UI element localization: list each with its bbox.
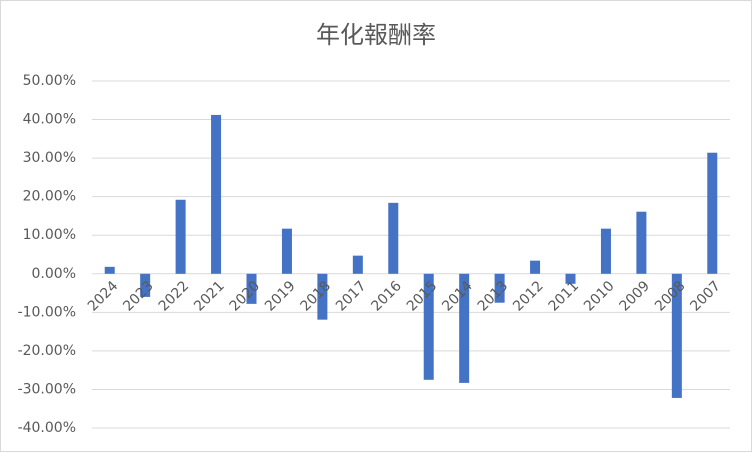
- bar: [423, 273, 434, 380]
- bar: [175, 199, 186, 274]
- bar: [388, 202, 399, 274]
- bar: [281, 228, 292, 274]
- bar: [140, 273, 151, 297]
- bar: [246, 273, 257, 304]
- bar: [494, 273, 505, 303]
- chart-title: 年化報酬率: [316, 21, 436, 49]
- bar: [530, 260, 541, 274]
- y-tick-label: -30.00%: [18, 381, 76, 397]
- bar: [459, 273, 470, 383]
- bar: [671, 273, 682, 398]
- bar: [636, 211, 647, 274]
- y-tick-label: -40.00%: [18, 420, 76, 436]
- y-tick-label: 40.00%: [23, 112, 76, 128]
- y-tick-label: -10.00%: [18, 304, 76, 320]
- bar: [104, 266, 115, 274]
- bar: [600, 228, 611, 274]
- y-tick-label: 0.00%: [32, 266, 76, 282]
- y-tick-label: 20.00%: [23, 189, 76, 205]
- bar: [317, 273, 328, 320]
- bar: [707, 152, 718, 274]
- y-tick-label: 10.00%: [23, 227, 76, 243]
- y-tick-label: 50.00%: [23, 73, 76, 89]
- bar: [211, 114, 222, 274]
- bar: [352, 255, 363, 274]
- y-tick-label: -20.00%: [18, 343, 76, 359]
- bar: [565, 273, 576, 284]
- y-tick-label: 30.00%: [23, 150, 76, 166]
